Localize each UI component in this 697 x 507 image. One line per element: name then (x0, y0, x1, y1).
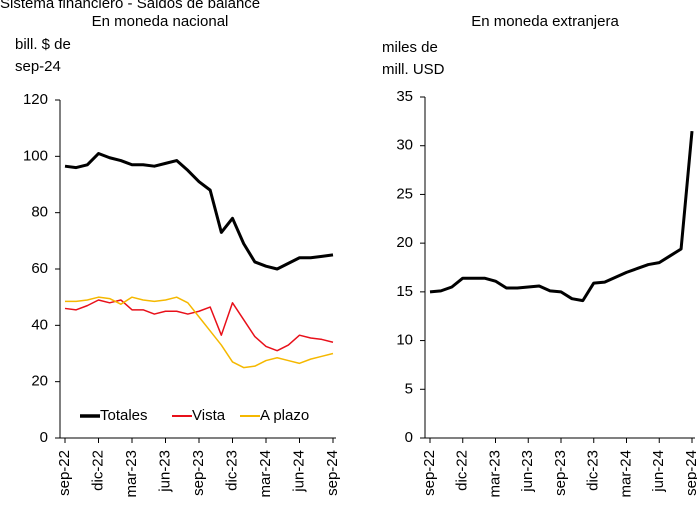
y-axis-label: miles de (382, 39, 438, 56)
y-axis-label: mill. USD (382, 61, 445, 78)
x-tick-label: mar-23 (486, 450, 503, 498)
y-tick-label: 80 (31, 204, 48, 221)
x-tick-label: sep-23 (190, 450, 207, 496)
y-tick-label: 15 (396, 283, 413, 300)
x-tick-label: dic-23 (585, 450, 602, 491)
y-tick-label: 20 (31, 373, 48, 390)
x-tick-label: dic-23 (223, 450, 240, 491)
page-title: Sistema financiero - Saldos de balance (0, 0, 260, 12)
x-tick-label: dic-22 (89, 450, 106, 491)
x-tick-label: sep-22 (421, 450, 438, 496)
x-tick-label: mar-24 (617, 450, 634, 498)
series-line (65, 296, 334, 369)
x-tick-label: jun-23 (519, 450, 536, 493)
y-tick-label: 40 (31, 316, 48, 333)
y-tick-label: 25 (396, 185, 413, 202)
legend-label: A plazo (260, 407, 309, 424)
y-tick-label: 120 (23, 91, 48, 108)
y-tick-label: 5 (405, 380, 413, 397)
series-line (64, 152, 334, 271)
x-tick-label: jun-24 (290, 450, 307, 493)
x-tick-label: sep-24 (683, 450, 697, 496)
series-line (429, 130, 694, 303)
x-tick-label: sep-22 (56, 450, 73, 496)
legend-label: Vista (192, 407, 226, 424)
y-tick-label: 20 (396, 234, 413, 251)
y-axis-label: bill. $ de (15, 36, 71, 53)
chart-subtitle: En moneda extranjera (471, 13, 619, 30)
y-axis-label: sep-24 (15, 58, 61, 75)
y-tick-label: 10 (396, 332, 413, 349)
y-tick-label: 100 (23, 147, 48, 164)
y-tick-label: 60 (31, 260, 48, 277)
legend-label: Totales (100, 407, 148, 424)
x-tick-label: sep-24 (324, 450, 341, 496)
x-tick-label: jun-24 (650, 450, 667, 493)
chart-subtitle: En moneda nacional (92, 13, 229, 30)
y-tick-label: 30 (396, 137, 413, 154)
x-tick-label: dic-22 (454, 450, 471, 491)
x-tick-label: jun-23 (156, 450, 173, 493)
x-tick-label: sep-23 (552, 450, 569, 496)
series-line (64, 299, 334, 352)
x-tick-label: mar-23 (123, 450, 140, 498)
y-tick-label: 0 (40, 429, 48, 446)
y-tick-label: 35 (396, 88, 413, 105)
x-tick-label: mar-24 (257, 450, 274, 498)
y-tick-label: 0 (405, 429, 413, 446)
